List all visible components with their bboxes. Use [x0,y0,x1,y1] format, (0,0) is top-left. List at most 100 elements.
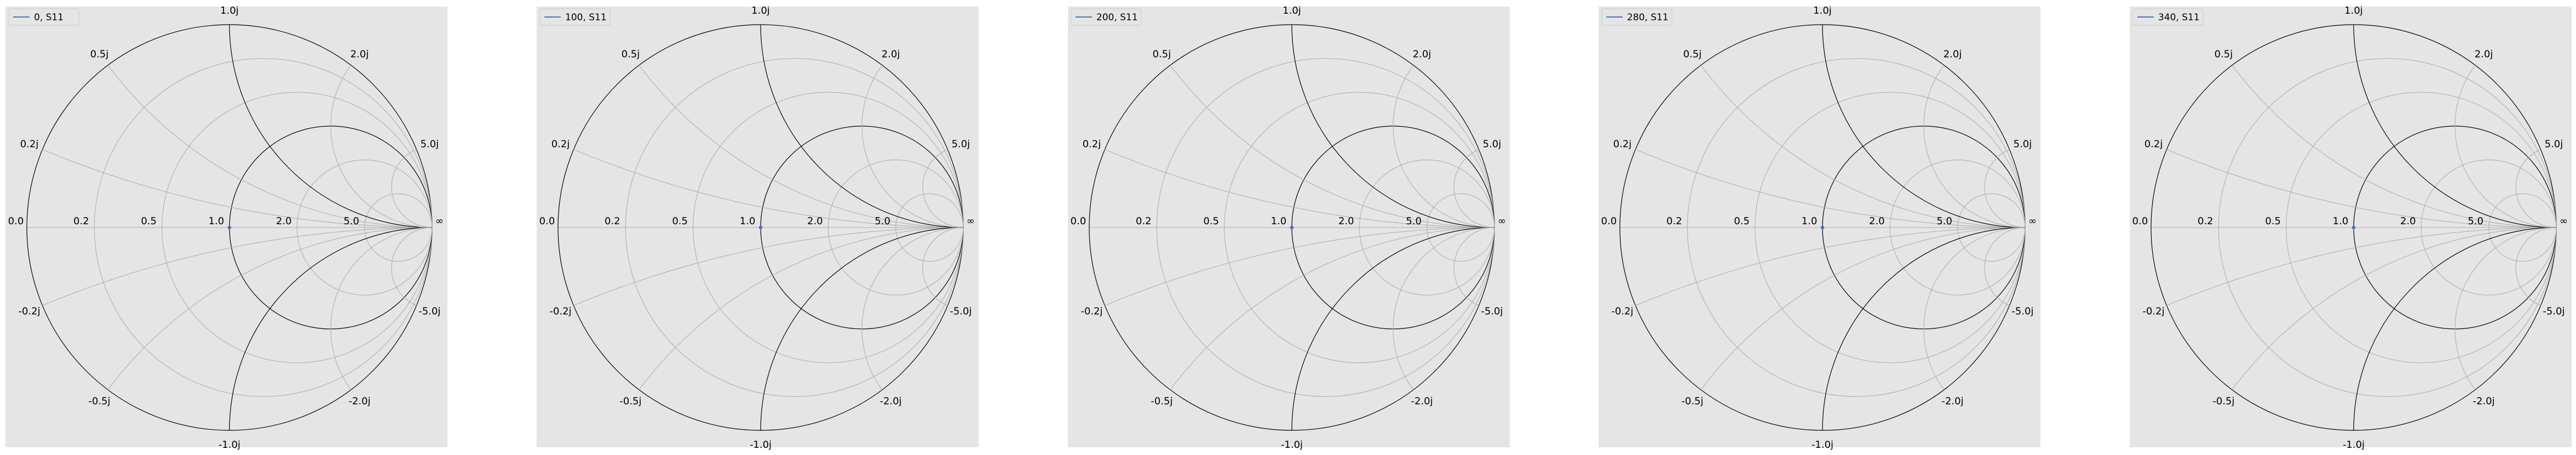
legend-label: 340, S11 [2158,12,2200,23]
real-tick-label: ∞ [435,215,444,227]
imag-tick-label: 2.0j [1413,48,1431,60]
imag-tick-label: -5.0j [418,305,440,317]
real-tick-label: 2.0 [2400,215,2416,227]
imag-tick-label: 2.0j [882,48,900,60]
imag-tick-label: -5.0j [1481,305,1503,317]
imag-tick-label: 1.0j [751,5,770,16]
imag-tick-label: 0.5j [622,48,640,60]
legend: 0, S11 [9,9,79,25]
real-tick-label: ∞ [1498,215,1506,227]
imag-tick-label: -0.2j [1080,305,1102,317]
real-tick-label: 0.5 [1203,215,1219,227]
data-point [1291,226,1293,229]
legend: 280, S11 [1602,9,1672,25]
imag-tick-label: 2.0j [2475,48,2493,60]
real-tick-label: 2.0 [1338,215,1354,227]
data-point [228,226,231,229]
imag-tick-label: -1.0j [2343,439,2365,451]
real-tick-label: 0.2 [1666,215,1682,227]
legend: 100, S11 [540,9,610,25]
imag-tick-label: 5.0j [2545,139,2563,150]
imag-tick-label: 0.5j [90,48,109,60]
imag-tick-label: -0.2j [1611,305,1633,317]
real-tick-label: 0.0 [8,215,24,227]
real-tick-label: 5.0 [343,215,359,227]
data-point [2353,226,2355,229]
imag-tick-label: 5.0j [952,139,970,150]
legend: 200, S11 [1071,9,1141,25]
imag-tick-label: -1.0j [219,439,240,451]
imag-tick-label: 1.0j [2344,5,2363,16]
imag-tick-label: -0.5j [2212,396,2234,407]
imag-tick-label: 2.0j [1944,48,1962,60]
real-tick-label: 5.0 [875,215,890,227]
imag-tick-label: -1.0j [750,439,772,451]
real-tick-label: 0.0 [1601,215,1617,227]
real-tick-label: ∞ [967,215,975,227]
real-tick-label: 1.0 [740,215,756,227]
imag-tick-label: 2.0j [350,48,369,60]
real-tick-label: 1.0 [209,215,225,227]
real-tick-label: 0.5 [1734,215,1750,227]
real-tick-label: 1.0 [2333,215,2349,227]
legend-label: 200, S11 [1096,12,1138,23]
imag-tick-label: -0.2j [549,305,571,317]
imag-tick-label: -0.5j [88,396,110,407]
imag-tick-label: 0.2j [1083,139,1101,150]
legend-label: 280, S11 [1627,12,1669,23]
real-tick-label: 0.0 [1071,215,1086,227]
real-tick-label: 1.0 [1271,215,1287,227]
real-tick-label: 0.2 [2198,215,2213,227]
real-tick-label: 0.2 [1136,215,1152,227]
imag-tick-label: 5.0j [421,139,439,150]
real-tick-label: ∞ [2560,215,2568,227]
legend-label: 100, S11 [565,12,607,23]
real-tick-label: 0.5 [141,215,157,227]
imag-tick-label: 0.2j [2144,139,2163,150]
imag-tick-label: 5.0j [1483,139,1502,150]
imag-tick-label: -2.0j [879,396,901,407]
real-tick-label: 5.0 [1406,215,1422,227]
plot-background [1068,7,1510,447]
real-tick-label: 0.2 [605,215,620,227]
imag-tick-label: -5.0j [2543,305,2565,317]
real-tick-label: 2.0 [1869,215,1885,227]
imag-tick-label: -5.0j [2011,305,2033,317]
real-tick-label: 0.2 [73,215,89,227]
imag-tick-label: -2.0j [1941,396,1963,407]
imag-tick-label: 0.2j [1613,139,1632,150]
imag-tick-label: 0.2j [20,139,39,150]
real-tick-label: 0.0 [539,215,555,227]
real-tick-label: 0.0 [2132,215,2148,227]
plot-background [5,7,447,447]
legend: 340, S11 [2133,9,2203,25]
plot-background [2130,7,2572,447]
plot-background [1599,7,2040,447]
imag-tick-label: -1.0j [1281,439,1303,451]
imag-tick-label: -0.5j [1681,396,1703,407]
imag-tick-label: -2.0j [2473,396,2494,407]
imag-tick-label: -1.0j [1812,439,1833,451]
imag-tick-label: 0.5j [1153,48,1171,60]
real-tick-label: 0.5 [2265,215,2281,227]
real-tick-label: 1.0 [1802,215,1818,227]
imag-tick-label: 0.5j [2215,48,2233,60]
imag-tick-label: 1.0j [220,5,239,16]
imag-tick-label: -0.2j [2142,305,2164,317]
real-tick-label: 0.5 [672,215,688,227]
imag-tick-label: 0.5j [1683,48,1702,60]
legend-label: 0, S11 [34,12,64,23]
imag-tick-label: -2.0j [348,396,370,407]
imag-tick-label: -0.2j [18,305,40,317]
data-point [1821,226,1824,229]
real-tick-label: 2.0 [276,215,292,227]
imag-tick-label: -0.5j [1151,396,1172,407]
real-tick-label: 5.0 [2468,215,2483,227]
imag-tick-label: -0.5j [619,396,641,407]
imag-tick-label: -5.0j [950,305,971,317]
imag-tick-label: 0.2j [551,139,570,150]
imag-tick-label: 1.0j [1283,5,1301,16]
imag-tick-label: 5.0j [2014,139,2032,150]
real-tick-label: 2.0 [807,215,823,227]
